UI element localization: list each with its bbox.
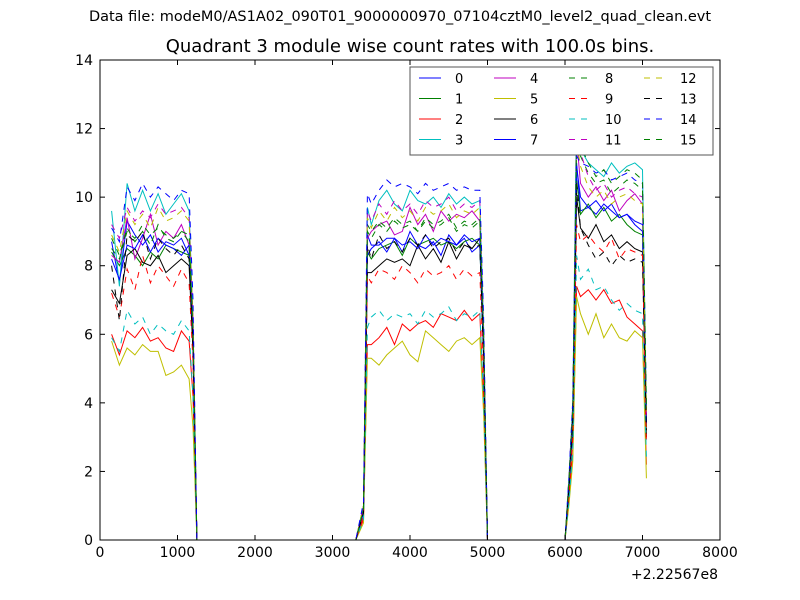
y-tick-label: 10 — [75, 190, 93, 206]
legend-label: 14 — [680, 113, 697, 128]
x-tick-label: 1000 — [160, 545, 196, 561]
legend-label: 10 — [605, 113, 622, 128]
y-tick-label: 2 — [84, 464, 93, 480]
y-tick-label: 6 — [84, 327, 93, 343]
series-line-0 — [111, 162, 647, 541]
x-tick-label: 6000 — [547, 545, 583, 561]
series-line-14 — [111, 154, 647, 541]
legend-label: 6 — [530, 113, 538, 128]
series-line-1 — [111, 179, 647, 541]
legend-label: 5 — [530, 93, 538, 108]
series-line-7 — [111, 166, 647, 541]
y-tick-label: 0 — [84, 533, 93, 549]
legend-label: 13 — [680, 93, 697, 108]
x-tick-label: 8000 — [702, 545, 738, 561]
x-tick-label: 5000 — [470, 545, 506, 561]
legend-label: 2 — [455, 113, 463, 128]
legend-label: 7 — [530, 134, 538, 149]
legend-label: 9 — [605, 93, 613, 108]
tick-layer: 0 1000 2000 3000 4000 5000 6000 7000 80000246810… — [75, 53, 738, 561]
chart-title: Quadrant 3 module wise count rates with … — [165, 36, 655, 57]
series-line-9 — [111, 224, 647, 541]
x-tick-label: 7000 — [625, 545, 661, 561]
suptitle: Data file: modeM0/AS1A02_090T01_90000009… — [88, 9, 712, 25]
x-tick-label: 0 — [96, 545, 105, 561]
series-layer — [111, 104, 647, 541]
x-tick-label: 3000 — [315, 545, 351, 561]
legend-label: 4 — [530, 72, 538, 87]
series-line-13 — [111, 183, 647, 541]
series-line-4 — [111, 138, 647, 541]
legend-box — [409, 66, 714, 156]
y-tick-label: 8 — [84, 259, 93, 275]
legend-label: 8 — [605, 72, 613, 87]
y-tick-label: 4 — [84, 396, 93, 412]
series-line-8 — [111, 145, 647, 541]
legend-label: 11 — [605, 134, 622, 149]
x-tick-label: 4000 — [392, 545, 428, 561]
x-tick-label: 2000 — [237, 545, 273, 561]
legend-label: 12 — [680, 72, 697, 87]
legend-label: 15 — [680, 134, 697, 149]
y-tick-label: 12 — [75, 122, 93, 138]
legend-label: 3 — [455, 134, 463, 149]
legend-label: 1 — [455, 93, 463, 108]
y-tick-label: 14 — [75, 53, 93, 69]
x-offset-label: +2.22567e8 — [631, 567, 718, 583]
legend-label: 0 — [455, 72, 463, 87]
